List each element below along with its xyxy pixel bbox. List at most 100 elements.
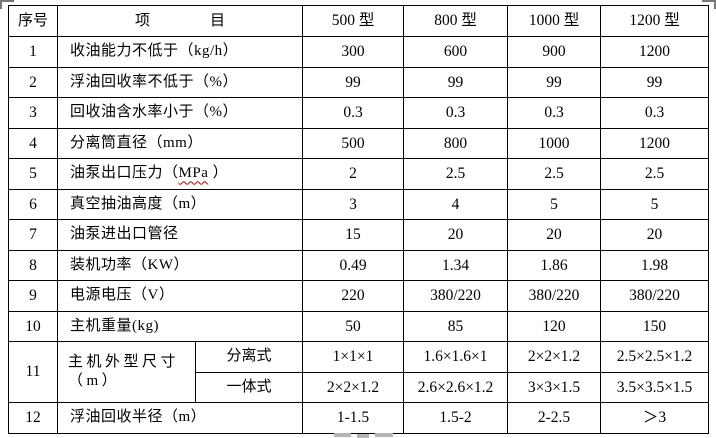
value-cell: 0.3	[403, 97, 509, 129]
header-model-1200: 1200 型	[600, 5, 710, 37]
value-cell: 3×3×1.5	[507, 371, 602, 403]
value-cell: 5	[507, 188, 602, 220]
header-model-800: 800 型	[403, 5, 509, 37]
cropped-caption-fragment	[334, 432, 404, 438]
table-row: 1 收油能力不低于（kg/h） 300 600 900 1200	[8, 36, 710, 68]
row-no: 4	[8, 127, 58, 159]
subtype-label-integrated: 一体式	[194, 371, 304, 403]
value-cell: 1-1.5	[302, 402, 405, 434]
value-cell: 2.5×2.5×1.2	[600, 341, 710, 373]
item-label: 油泵出口压力（MPa ）	[56, 158, 304, 190]
value-cell: 1.6×1.6×1	[403, 341, 509, 373]
value-cell: 50	[302, 310, 405, 342]
value-cell: 20	[403, 219, 509, 251]
value-cell: 1200	[600, 36, 710, 68]
table-row: 9 电源电压（V） 220 380/220 380/220 380/220	[8, 280, 710, 312]
value-cell: 300	[302, 36, 405, 68]
value-cell: 380/220	[403, 280, 509, 312]
item-label: 回收油含水率小于（%）	[56, 97, 304, 129]
item-label: 主机外型尺寸 （m）	[57, 341, 196, 403]
table-row: 12 浮油回收半径（m） 1-1.5 1.5-2 2-2.5 ＞3	[8, 402, 710, 434]
value-cell: 20	[507, 219, 602, 251]
item-label: 真空抽油高度（m）	[56, 188, 304, 220]
value-cell: 1.86	[507, 249, 602, 281]
table-row: 5 油泵出口压力（MPa ） 2 2.5 2.5 2.5	[8, 158, 710, 190]
value-cell: 3	[302, 188, 405, 220]
row-no: 9	[8, 280, 58, 312]
value-cell: 2.5	[507, 158, 602, 190]
value-cell: 0.49	[302, 249, 405, 281]
table-row: 7 油泵进出口管径 15 20 20 20	[8, 219, 710, 251]
item-label: 油泵进出口管径	[56, 219, 304, 251]
table-row: 2 浮油回收率不低于（%） 99 99 99 99	[8, 66, 710, 98]
value-cell: 0.3	[600, 97, 710, 129]
item-label: 装机功率（KW）	[56, 249, 304, 281]
item-label-prefix: 油泵出口压力（	[70, 165, 179, 182]
table-row-dimensions-b: 一体式 2×2×1.2 2.6×2.6×1.2 3×3×1.5 3.5×3.5×…	[9, 371, 710, 403]
value-cell: 99	[302, 66, 405, 98]
value-cell: 1.5-2	[403, 402, 509, 434]
table-row: 6 真空抽油高度（m） 3 4 5 5	[8, 188, 710, 220]
misspelled-word: MPa	[178, 165, 209, 182]
row-no: 2	[8, 66, 58, 98]
table-row: 4 分离筒直径（mm） 500 800 1000 1200	[8, 127, 710, 159]
spec-table: 序号 项 目 500 型 800 型 1000 型 1200 型 1 收油能力不…	[8, 5, 710, 434]
value-cell: 120	[507, 310, 602, 342]
header-model-1000: 1000 型	[507, 5, 602, 37]
value-cell: 220	[302, 280, 405, 312]
value-cell: 99	[507, 66, 602, 98]
row-no: 12	[8, 402, 58, 434]
row-no: 7	[8, 219, 58, 251]
value-cell: 1200	[600, 127, 710, 159]
table-row-dimensions-a: 11 主机外型尺寸 （m） 分离式 1×1×1 1.6×1.6×1 2×2×1.…	[8, 341, 710, 403]
value-cell: 800	[403, 127, 509, 159]
table-crop-handle-top-right	[702, 0, 716, 9]
value-cell: 2.5	[600, 158, 710, 190]
value-cell: 1000	[507, 127, 602, 159]
item-label: 收油能力不低于（kg/h）	[56, 36, 304, 68]
value-cell: 4	[403, 188, 509, 220]
value-cell: 3.5×3.5×1.5	[600, 371, 710, 403]
header-model-500: 500 型	[302, 5, 405, 37]
item-label: 电源电压（V）	[56, 280, 304, 312]
value-cell: 15	[302, 219, 405, 251]
row-no: 8	[8, 249, 58, 281]
value-cell: 2×2×1.2	[507, 341, 602, 373]
item-label: 浮油回收半径（m）	[56, 402, 304, 434]
value-cell: 2×2×1.2	[302, 371, 405, 403]
header-row: 序号 项 目 500 型 800 型 1000 型 1200 型	[8, 5, 710, 37]
value-cell: 0.3	[302, 97, 405, 129]
value-cell: 600	[403, 36, 509, 68]
value-cell: 150	[600, 310, 710, 342]
value-cell: 0.3	[507, 97, 602, 129]
value-cell: 2.5	[403, 158, 509, 190]
value-cell: 99	[403, 66, 509, 98]
row-no: 10	[8, 310, 58, 342]
value-cell: 2.6×2.6×1.2	[403, 371, 509, 403]
item-label: 浮油回收率不低于（%）	[56, 66, 304, 98]
value-cell: 85	[403, 310, 509, 342]
value-cell: 99	[600, 66, 710, 98]
value-cell: 900	[507, 36, 602, 68]
value-cell: 5	[600, 188, 710, 220]
value-cell: 2-2.5	[507, 402, 602, 434]
row-no: 3	[8, 97, 58, 129]
value-cell: 380/220	[600, 280, 710, 312]
item-label: 主机重量(kg)	[56, 310, 304, 342]
value-cell: 1.98	[600, 249, 710, 281]
subtype-label-separate: 分离式	[194, 341, 304, 373]
table-row: 3 回收油含水率小于（%） 0.3 0.3 0.3 0.3	[8, 97, 710, 129]
value-cell: 2	[302, 158, 405, 190]
table-crop-handle-top-left	[0, 0, 14, 9]
row-no: 5	[8, 158, 58, 190]
value-cell: ＞3	[600, 402, 710, 434]
item-label-suffix: ）	[208, 165, 229, 182]
item-label: 分离筒直径（mm）	[56, 127, 304, 159]
row-no: 11	[8, 341, 58, 403]
header-item: 项 目	[56, 5, 304, 37]
value-cell: 500	[302, 127, 405, 159]
value-cell: 1.34	[403, 249, 509, 281]
value-cell: 20	[600, 219, 710, 251]
table-row: 10 主机重量(kg) 50 85 120 150	[8, 310, 710, 342]
table-row: 8 装机功率（KW） 0.49 1.34 1.86 1.98	[8, 249, 710, 281]
